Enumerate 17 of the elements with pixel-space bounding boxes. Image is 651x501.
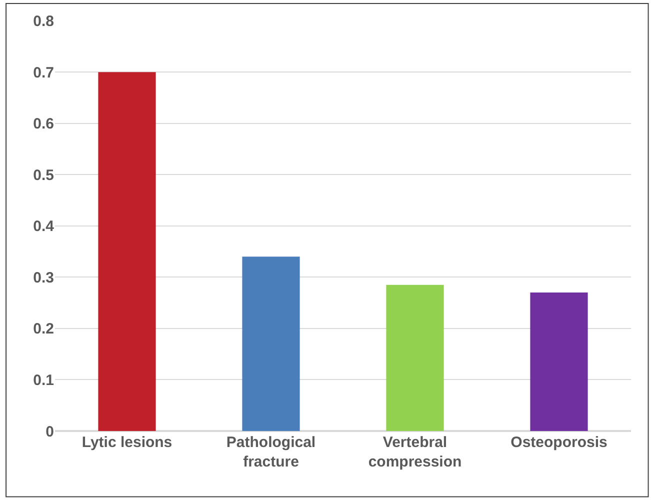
- y-tick-label: 0.4: [33, 218, 55, 236]
- bar: [386, 284, 444, 431]
- bar: [530, 292, 588, 431]
- y-tick-label: 0.5: [33, 166, 54, 184]
- y-tick-label: 0.7: [33, 64, 54, 82]
- bar: [242, 256, 300, 431]
- x-tick-label: Osteoporosis: [510, 434, 608, 451]
- bar: [98, 72, 156, 431]
- y-tick-label: 0: [46, 423, 54, 440]
- y-tick-label: 0.8: [33, 13, 54, 30]
- y-tick-label: 0.1: [33, 372, 54, 389]
- x-tick-label: Pathological fracture: [226, 434, 316, 470]
- y-tick-label: 0.2: [33, 320, 54, 338]
- x-tick-label: Lytic lesions: [82, 434, 172, 451]
- y-tick-label: 0.6: [33, 116, 54, 133]
- x-tick-label: Vertebral compression: [368, 434, 462, 470]
- y-tick-label: 0.3: [33, 269, 54, 286]
